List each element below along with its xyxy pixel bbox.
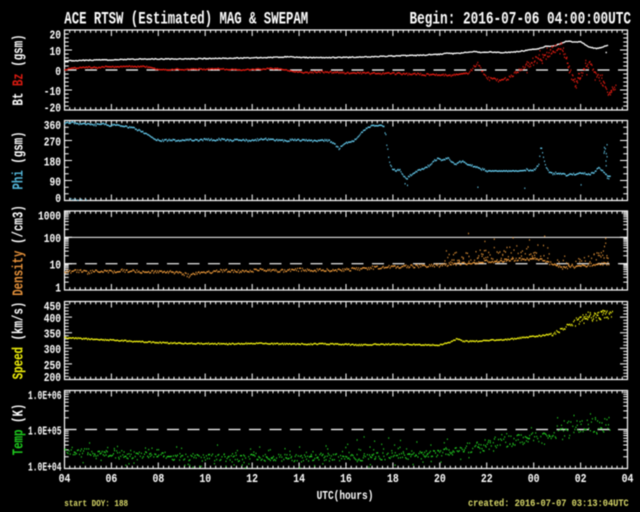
svg-text:Bt Bz (gsm): Bt Bz (gsm) (10, 34, 27, 105)
svg-text:04: 04 (59, 473, 71, 486)
svg-text:200: 200 (44, 372, 61, 385)
svg-text:20: 20 (49, 29, 61, 42)
svg-text:Begin: 2016-07-06 04:00:00UTC: Begin: 2016-07-06 04:00:00UTC (410, 8, 632, 29)
svg-text:1.0E+04: 1.0E+04 (28, 461, 62, 475)
svg-text:created: 2016-07-07 03:13:04UT: created: 2016-07-07 03:13:04UTC (468, 497, 629, 509)
svg-text:04: 04 (622, 473, 634, 486)
svg-text:22: 22 (481, 473, 493, 486)
svg-text:300: 300 (44, 344, 61, 357)
svg-text:350: 350 (44, 329, 61, 342)
svg-text:14: 14 (293, 473, 305, 486)
svg-text:Temp (K): Temp (K) (10, 404, 27, 456)
svg-text:1: 1 (55, 282, 61, 295)
svg-text:270: 270 (44, 136, 61, 149)
svg-text:10: 10 (49, 46, 61, 59)
svg-text:10: 10 (199, 473, 211, 486)
svg-text:0: 0 (55, 193, 61, 206)
svg-text:06: 06 (106, 473, 118, 486)
svg-text:1000: 1000 (38, 210, 61, 223)
svg-text:UTC(hours): UTC(hours) (317, 490, 374, 503)
svg-text:18: 18 (387, 473, 399, 486)
svg-text:ACE RTSW (Estimated) MAG & SWE: ACE RTSW (Estimated) MAG & SWEPAM (64, 8, 308, 29)
svg-text:360: 360 (44, 120, 61, 133)
svg-text:20: 20 (434, 473, 446, 486)
svg-text:1.0E+06: 1.0E+06 (28, 389, 62, 403)
svg-text:Phi (gsm): Phi (gsm) (10, 131, 27, 189)
svg-text:180: 180 (44, 156, 61, 169)
svg-text:00: 00 (528, 473, 540, 486)
svg-text:100: 100 (44, 233, 61, 246)
svg-text:Density (/cm3): Density (/cm3) (10, 205, 27, 296)
svg-text:08: 08 (152, 473, 164, 486)
svg-text:10: 10 (49, 260, 61, 273)
svg-text:12: 12 (246, 473, 258, 486)
svg-text:start DOY: 188: start DOY: 188 (64, 498, 128, 509)
svg-text:-20: -20 (44, 102, 61, 115)
svg-text:16: 16 (340, 473, 352, 486)
svg-text:Speed (km/s): Speed (km/s) (10, 302, 27, 380)
svg-text:1.0E+05: 1.0E+05 (28, 425, 62, 439)
svg-text:90: 90 (49, 176, 61, 189)
svg-text:-10: -10 (44, 86, 61, 99)
svg-text:450: 450 (44, 301, 61, 314)
svg-text:400: 400 (44, 313, 61, 326)
svg-text:250: 250 (44, 360, 61, 373)
svg-text:02: 02 (575, 473, 587, 486)
svg-text:0: 0 (55, 66, 61, 79)
